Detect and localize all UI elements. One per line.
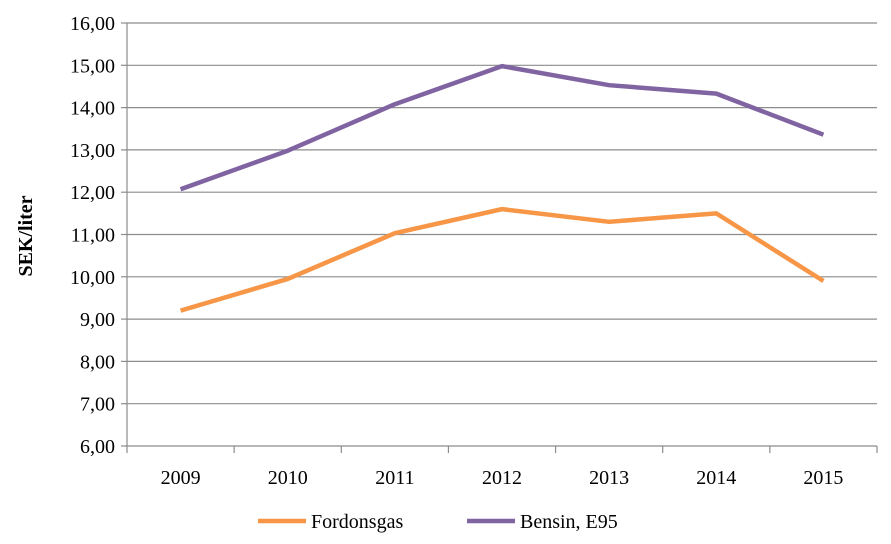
series-line-fordonsgas (179, 206, 825, 313)
y-tick-label: 14,00 (70, 98, 115, 120)
x-tick-labels: 2009 2010 2011 2012 2013 2014 2015 (161, 467, 844, 489)
y-tick-label: 9,00 (80, 309, 115, 331)
y-tick-label: 15,00 (70, 55, 115, 77)
y-axis-label: SEK/liter (15, 195, 37, 276)
x-tick-label: 2014 (696, 467, 736, 489)
legend-label: Bensin, E95 (520, 511, 618, 533)
x-tick-label: 2012 (482, 467, 522, 489)
x-tick-label: 2011 (375, 467, 414, 489)
x-tick-label: 2009 (161, 467, 201, 489)
y-tick-label: 13,00 (70, 140, 115, 162)
y-tick-label: 12,00 (70, 182, 115, 204)
y-tick-label: 7,00 (80, 394, 115, 416)
legend: Fordonsgas Bensin, E95 (258, 511, 618, 533)
y-tick-label: 16,00 (70, 13, 115, 35)
x-tick-label: 2015 (803, 467, 843, 489)
y-tick-label: 11,00 (71, 225, 115, 247)
y-tick-label: 8,00 (80, 351, 115, 373)
y-tick-label: 6,00 (80, 436, 115, 458)
axes (121, 22, 878, 453)
legend-label: Fordonsgas (311, 511, 403, 533)
y-tick-label: 10,00 (70, 267, 115, 289)
x-tick-label: 2010 (268, 467, 308, 489)
series-line-bensin-e95 (179, 63, 825, 192)
gridlines (127, 22, 877, 447)
series-lines (179, 63, 825, 313)
x-tick-label: 2013 (589, 467, 629, 489)
y-tick-labels: 6,00 7,00 8,00 9,00 10,00 11,00 12,00 13,00 14,0… (70, 13, 115, 458)
